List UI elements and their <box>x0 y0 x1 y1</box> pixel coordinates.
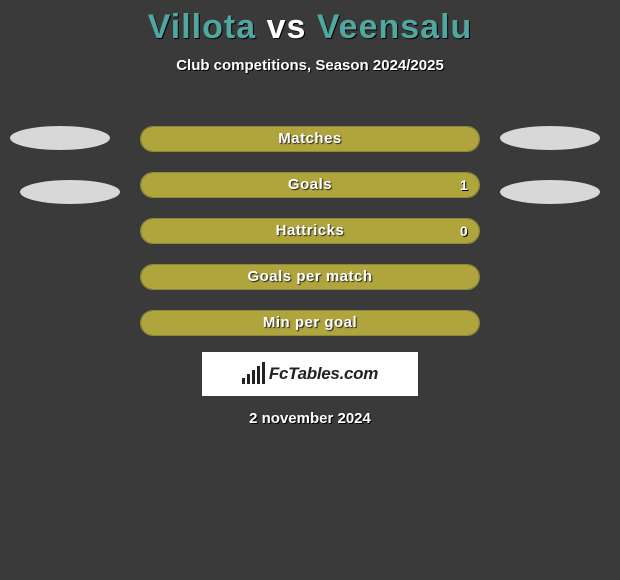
subtitle: Club competitions, Season 2024/2025 <box>0 57 620 74</box>
stat-row-goals-per-match: Goals per match <box>0 258 620 304</box>
logo-text: FcTables.com <box>269 364 378 384</box>
bar-chart-icon <box>242 364 265 384</box>
stat-row-matches: Matches <box>0 120 620 166</box>
bar-fill <box>141 265 479 289</box>
player1-name: Villota <box>148 8 256 46</box>
stat-row-goals: Goals 1 <box>0 166 620 212</box>
stat-row-min-per-goal: Min per goal <box>0 304 620 350</box>
date-text: 2 november 2024 <box>0 410 620 427</box>
bar-track <box>140 264 480 290</box>
bar-fill <box>141 127 479 151</box>
bar-track <box>140 310 480 336</box>
stat-row-hattricks: Hattricks 0 <box>0 212 620 258</box>
bar-track <box>140 172 480 198</box>
stat-value-right: 0 <box>460 218 468 244</box>
bar-fill <box>141 173 479 197</box>
bar-track <box>140 218 480 244</box>
bar-fill <box>141 311 479 335</box>
vs-text: vs <box>267 8 307 46</box>
stat-value-right: 1 <box>460 172 468 198</box>
bar-fill <box>141 219 479 243</box>
source-logo: FcTables.com <box>202 352 418 396</box>
page-title: Villota vs Veensalu <box>0 0 620 47</box>
comparison-card: Villota vs Veensalu Club competitions, S… <box>0 0 620 580</box>
stats-bars: Matches Goals 1 Hattricks 0 Goals per ma… <box>0 120 620 350</box>
player2-name: Veensalu <box>317 8 472 46</box>
bar-track <box>140 126 480 152</box>
